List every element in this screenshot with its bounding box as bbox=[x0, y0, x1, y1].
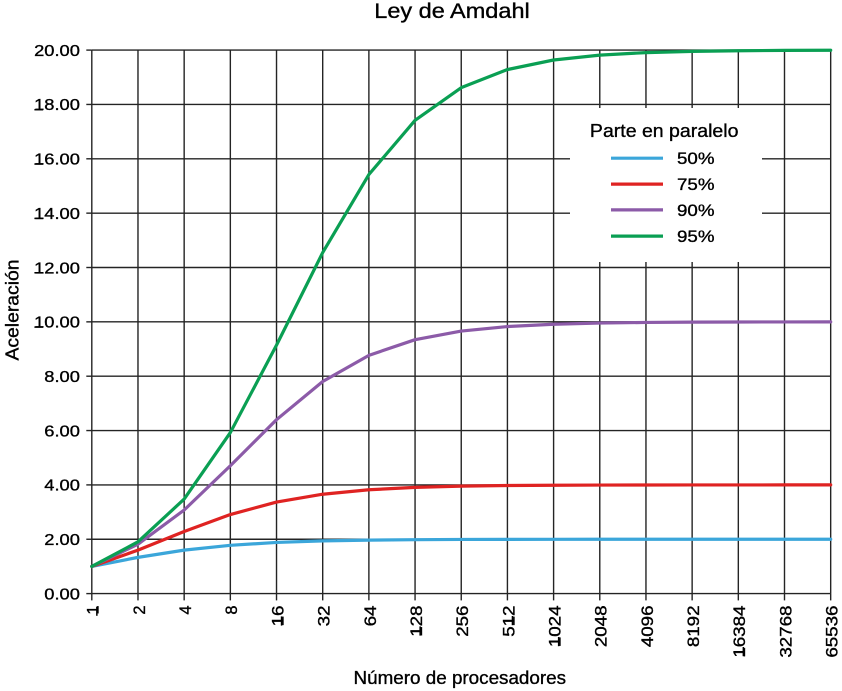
svg-text:12.00: 12.00 bbox=[34, 260, 80, 277]
svg-text:0.00: 0.00 bbox=[44, 586, 80, 603]
svg-text:32768: 32768 bbox=[777, 606, 795, 658]
svg-text:6.00: 6.00 bbox=[44, 423, 80, 440]
svg-text:75%: 75% bbox=[677, 175, 715, 194]
svg-text:4: 4 bbox=[177, 606, 195, 615]
svg-text:256: 256 bbox=[454, 606, 472, 637]
svg-text:50%: 50% bbox=[677, 149, 715, 168]
svg-text:128: 128 bbox=[408, 606, 426, 637]
svg-text:20.00: 20.00 bbox=[34, 43, 80, 60]
svg-text:Número de procesadores: Número de procesadores bbox=[354, 667, 567, 688]
svg-text:32: 32 bbox=[316, 606, 334, 627]
svg-text:1024: 1024 bbox=[547, 606, 565, 648]
svg-text:16: 16 bbox=[269, 606, 287, 627]
svg-text:8.00: 8.00 bbox=[44, 369, 80, 386]
svg-text:Aceleración: Aceleración bbox=[3, 260, 23, 361]
svg-text:1: 1 bbox=[85, 606, 103, 615]
svg-text:2.00: 2.00 bbox=[44, 532, 80, 549]
svg-text:512: 512 bbox=[500, 606, 518, 637]
svg-text:14.00: 14.00 bbox=[34, 206, 80, 223]
svg-text:8192: 8192 bbox=[685, 606, 703, 648]
svg-text:90%: 90% bbox=[677, 201, 715, 220]
svg-text:2048: 2048 bbox=[593, 606, 611, 648]
svg-text:10.00: 10.00 bbox=[34, 315, 80, 332]
svg-text:65536: 65536 bbox=[824, 606, 842, 658]
svg-text:Ley de Amdahl: Ley de Amdahl bbox=[374, 0, 530, 23]
svg-text:18.00: 18.00 bbox=[34, 97, 80, 114]
svg-text:16.00: 16.00 bbox=[34, 152, 80, 169]
svg-text:4.00: 4.00 bbox=[44, 478, 80, 495]
svg-text:8: 8 bbox=[223, 606, 241, 615]
svg-text:16384: 16384 bbox=[731, 606, 749, 658]
svg-text:4096: 4096 bbox=[639, 606, 657, 648]
svg-text:95%: 95% bbox=[677, 227, 715, 246]
svg-text:Parte en paralelo: Parte en paralelo bbox=[590, 120, 739, 141]
svg-text:64: 64 bbox=[362, 606, 380, 627]
svg-text:2: 2 bbox=[131, 606, 149, 615]
